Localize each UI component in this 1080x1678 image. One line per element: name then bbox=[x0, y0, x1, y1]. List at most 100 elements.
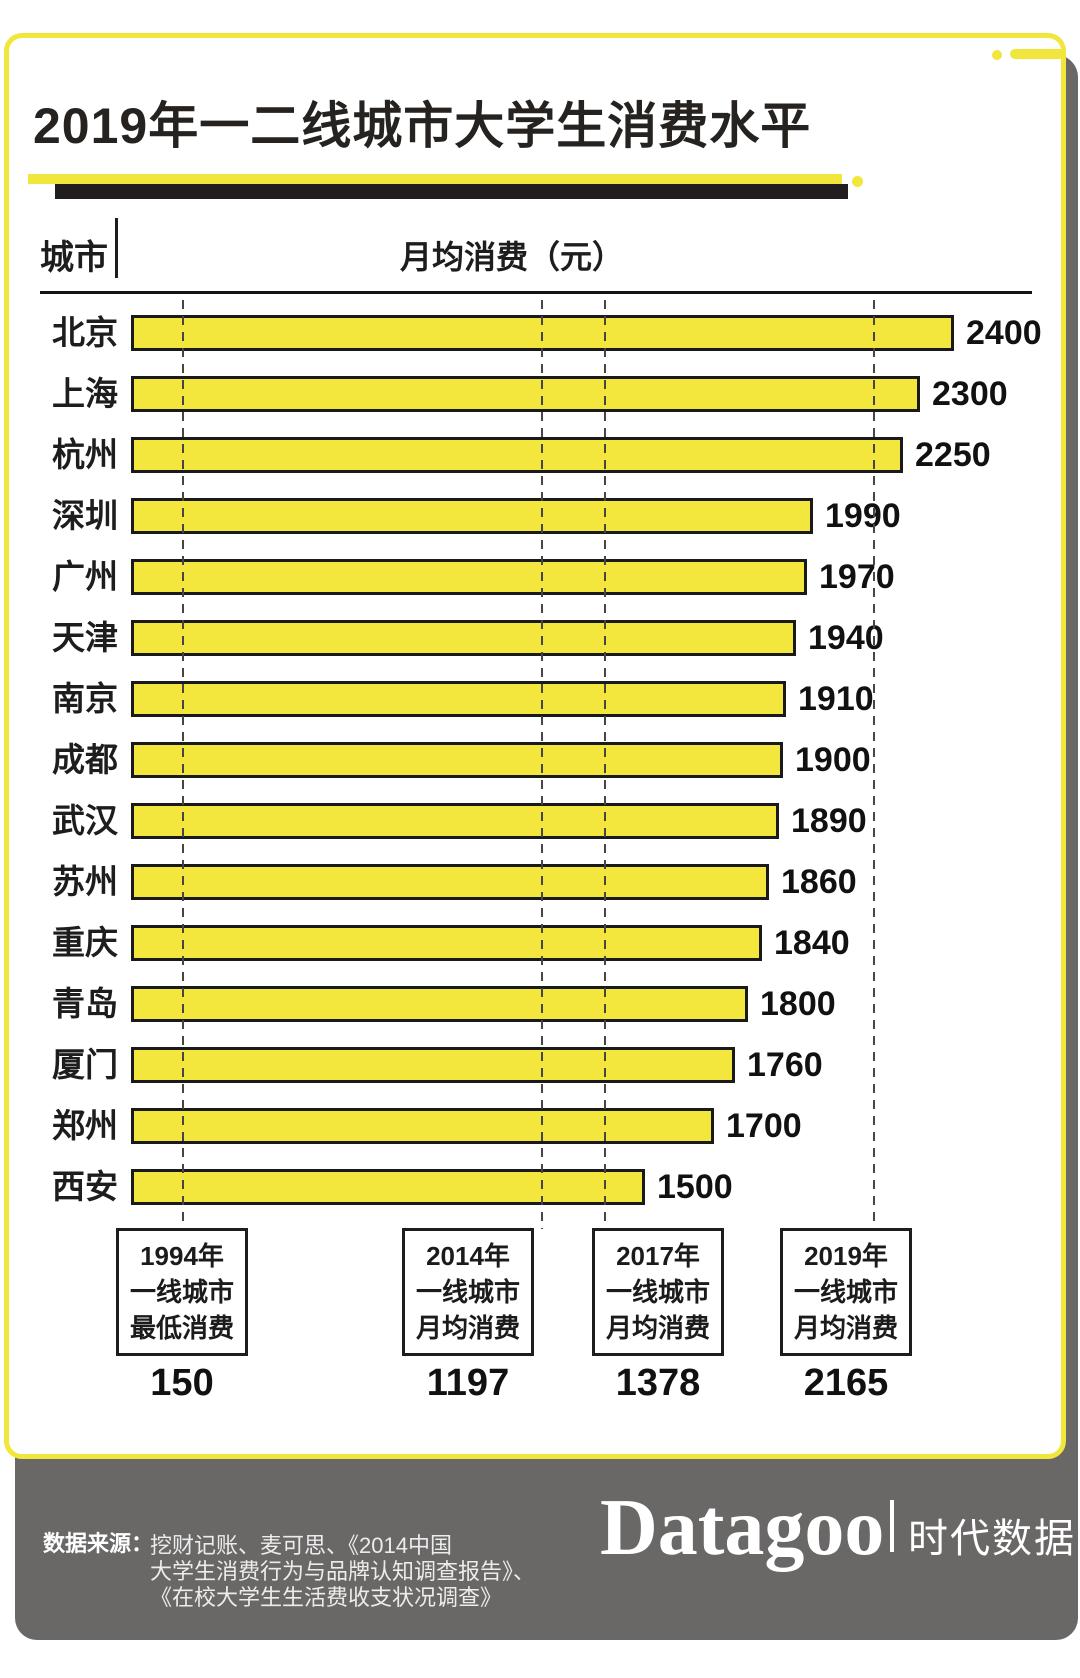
value-label: 1910 bbox=[798, 680, 874, 718]
bar-row: 重庆 1840 bbox=[0, 925, 1080, 961]
bar bbox=[131, 1047, 735, 1083]
reference-dashline bbox=[182, 300, 184, 1229]
reference-box-line: 2019年 bbox=[804, 1241, 888, 1271]
reference-box-line: 1994年 bbox=[140, 1241, 224, 1271]
reference-box: 2019年一线城市月均消费 bbox=[780, 1228, 912, 1356]
reference-box-line: 月均消费 bbox=[415, 1313, 520, 1343]
reference-box-line: 月均消费 bbox=[605, 1313, 710, 1343]
bar-row: 成都 1900 bbox=[0, 742, 1080, 778]
corner-dot-decoration bbox=[992, 50, 1002, 60]
bar-row: 南京 1910 bbox=[0, 681, 1080, 717]
city-label: 南京 bbox=[52, 680, 118, 717]
bar-row: 厦门 1760 bbox=[0, 1047, 1080, 1083]
reference-box-line: 最低消费 bbox=[129, 1313, 234, 1343]
reference-dashline bbox=[873, 300, 875, 1229]
column-header-city: 城市 bbox=[40, 239, 108, 277]
reference-value: 1197 bbox=[426, 1362, 510, 1404]
bar-row: 深圳 1990 bbox=[0, 498, 1080, 534]
header-rule bbox=[40, 291, 1032, 294]
reference-box: 2017年一线城市月均消费 bbox=[592, 1228, 724, 1356]
page-title: 2019年一二线城市大学生消费水平 bbox=[33, 98, 812, 154]
reference-value: 150 bbox=[150, 1362, 214, 1404]
city-label: 北京 bbox=[52, 314, 118, 351]
bar bbox=[131, 742, 783, 778]
value-label: 1900 bbox=[795, 741, 871, 779]
reference-box-line: 一线城市 bbox=[129, 1277, 234, 1307]
title-underline-yellow bbox=[28, 174, 842, 184]
reference-box: 1994年一线城市最低消费 bbox=[116, 1228, 248, 1356]
title-underline-dot bbox=[852, 176, 863, 187]
bar bbox=[131, 376, 920, 412]
reference-dashline bbox=[604, 300, 606, 1229]
reference-box-line: 一线城市 bbox=[415, 1277, 520, 1307]
city-label: 广州 bbox=[52, 558, 118, 595]
column-header-value: 月均消费（元） bbox=[399, 239, 624, 275]
bar-row: 西安 1500 bbox=[0, 1169, 1080, 1205]
city-label: 天津 bbox=[52, 619, 118, 656]
bar-row: 广州 1970 bbox=[0, 559, 1080, 595]
bar bbox=[131, 1169, 645, 1205]
bar bbox=[131, 925, 762, 961]
city-label: 厦门 bbox=[52, 1046, 118, 1083]
bar bbox=[131, 803, 779, 839]
reference-box-line: 一线城市 bbox=[793, 1277, 898, 1307]
data-source-label: 数据来源： bbox=[43, 1531, 154, 1556]
header-divider-bar bbox=[115, 218, 118, 278]
value-label: 1500 bbox=[657, 1168, 733, 1206]
data-source-line: 大学生消费行为与品牌认知调查报告》、 bbox=[150, 1559, 536, 1584]
value-label: 1860 bbox=[781, 863, 857, 901]
city-label: 深圳 bbox=[52, 497, 118, 534]
bar-row: 天津 1940 bbox=[0, 620, 1080, 656]
reference-box-line: 2017年 bbox=[616, 1241, 700, 1271]
reference-box: 2014年一线城市月均消费 bbox=[402, 1228, 534, 1356]
city-label: 上海 bbox=[52, 375, 118, 412]
city-label: 成都 bbox=[52, 741, 118, 778]
value-label: 1800 bbox=[760, 985, 836, 1023]
bar bbox=[131, 1108, 714, 1144]
city-label: 郑州 bbox=[52, 1107, 118, 1144]
title-underline-black bbox=[55, 184, 848, 199]
value-label: 1700 bbox=[726, 1107, 802, 1145]
city-label: 苏州 bbox=[52, 863, 118, 900]
bar bbox=[131, 437, 903, 473]
corner-dash-decoration bbox=[1010, 49, 1066, 59]
data-source-line: 挖财记账、麦可思、《2014中国 bbox=[150, 1533, 452, 1558]
reference-dashline bbox=[541, 300, 543, 1229]
bar-row: 上海 2300 bbox=[0, 376, 1080, 412]
bar bbox=[131, 498, 813, 534]
value-label: 1840 bbox=[774, 924, 850, 962]
bar-row: 杭州 2250 bbox=[0, 437, 1080, 473]
reference-box-line: 月均消费 bbox=[793, 1313, 898, 1343]
city-label: 重庆 bbox=[52, 924, 118, 961]
value-label: 2400 bbox=[966, 314, 1042, 352]
value-label: 1760 bbox=[747, 1046, 823, 1084]
value-label: 1940 bbox=[808, 619, 884, 657]
value-label: 2300 bbox=[932, 375, 1008, 413]
value-label: 1890 bbox=[791, 802, 867, 840]
datagoo-logo: Datagoo bbox=[600, 1484, 885, 1572]
reference-value: 1378 bbox=[615, 1362, 701, 1404]
value-label: 1970 bbox=[819, 558, 895, 596]
reference-box-line: 一线城市 bbox=[605, 1277, 710, 1307]
city-label: 武汉 bbox=[52, 802, 118, 839]
bar-row: 北京 2400 bbox=[0, 315, 1080, 351]
value-label: 2250 bbox=[915, 436, 991, 474]
city-label: 杭州 bbox=[52, 436, 118, 473]
logo-divider-bar bbox=[890, 1500, 894, 1552]
reference-box-line: 2014年 bbox=[426, 1241, 510, 1271]
city-label: 西安 bbox=[52, 1168, 118, 1205]
bar bbox=[131, 559, 807, 595]
city-label: 青岛 bbox=[52, 985, 118, 1022]
value-label: 1990 bbox=[825, 497, 901, 535]
bar bbox=[131, 620, 796, 656]
bar bbox=[131, 864, 769, 900]
bar-row: 青岛 1800 bbox=[0, 986, 1080, 1022]
data-source-line: 《在校大学生生活费收支状况调查》 bbox=[150, 1585, 503, 1610]
logo-cjk-name: 时代数据 bbox=[908, 1517, 1076, 1561]
bar bbox=[131, 986, 748, 1022]
bar-row: 武汉 1890 bbox=[0, 803, 1080, 839]
bar-row: 苏州 1860 bbox=[0, 864, 1080, 900]
reference-value: 2165 bbox=[803, 1362, 889, 1404]
bar bbox=[131, 681, 786, 717]
